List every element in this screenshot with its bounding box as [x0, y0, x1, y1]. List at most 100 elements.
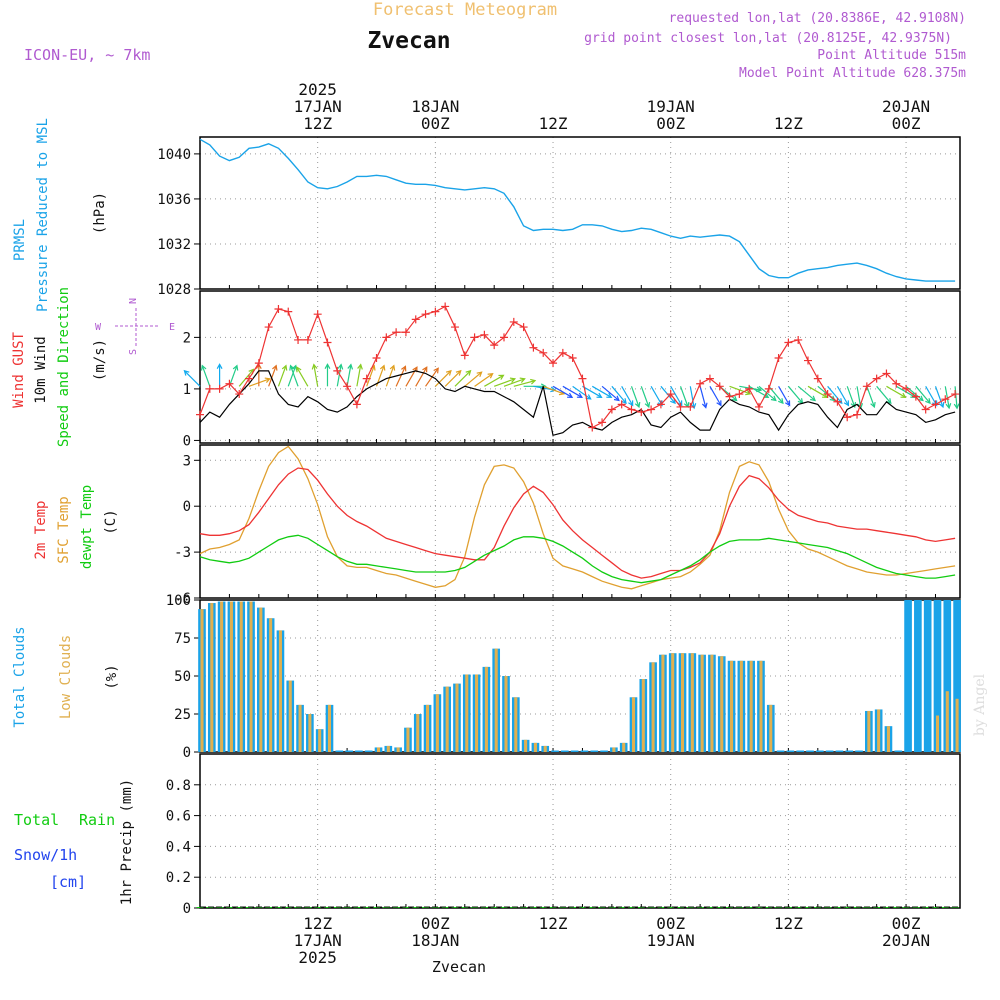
wind-arrow-icon — [311, 363, 319, 387]
wind-arrow-shaft — [836, 386, 849, 406]
wind-arrow-icon — [268, 364, 278, 387]
wind-arrow-head — [843, 400, 850, 407]
wind-arrow-shaft — [846, 386, 856, 408]
sfc-temp-line — [199, 445, 956, 590]
grid-point-coords: grid point closest lon,lat (20.8125E, 42… — [584, 31, 952, 46]
wind-arrow-head — [324, 363, 331, 369]
total-cloud-bar — [806, 750, 814, 752]
wind-arrow-head — [925, 398, 931, 405]
gust-marker — [735, 390, 744, 399]
wind-arrow-icon — [866, 386, 876, 409]
clouds-unit: (%) — [104, 664, 120, 689]
low-cloud-bar — [494, 648, 498, 752]
wind-arrow-icon — [356, 363, 363, 387]
wind-arrow-head — [183, 369, 190, 376]
wind-arrow-head — [745, 389, 752, 396]
gust-marker — [843, 413, 852, 422]
gust-marker — [892, 379, 901, 388]
wind-arrow-shaft — [287, 365, 297, 387]
wind-arrow-shaft — [346, 364, 352, 387]
wind-arrow-shaft — [601, 385, 620, 401]
wind-arrow-shaft — [268, 365, 277, 387]
wind-arrow-head — [289, 364, 295, 371]
wind-arrow-shaft — [238, 369, 254, 387]
app-title: Forecast Meteogram — [373, 0, 557, 20]
wind-arrow-shaft — [934, 386, 944, 408]
wind-arrow-icon — [454, 369, 472, 387]
wind-arrow-shaft — [739, 385, 762, 391]
wind-arrow-icon — [836, 386, 850, 407]
total-cloud-bar — [825, 750, 834, 752]
wind-arrow-icon — [296, 366, 309, 387]
wind-arrow-head — [613, 395, 620, 402]
time-tick-label: 20JAN — [882, 97, 930, 116]
time-tick-label: 19JAN — [647, 97, 695, 116]
wind-arrow-shaft — [572, 385, 592, 400]
wind-arrow-head — [634, 401, 641, 409]
wind-arrow-icon — [670, 386, 683, 407]
wind-arrow-head — [389, 364, 396, 371]
low-cloud-bar — [249, 601, 253, 752]
wind-arrow-icon — [385, 364, 396, 387]
precip-bar — [667, 907, 675, 908]
model-altitude: Model Point Altitude 628.375m — [739, 66, 966, 81]
low-cloud-bar — [239, 601, 243, 752]
snow-label: Snow/1h — [14, 846, 77, 864]
wind-arrow-shaft — [289, 365, 299, 387]
total-cloud-bar — [815, 750, 824, 752]
gust-marker — [215, 384, 224, 393]
low-cloud-bar — [524, 739, 528, 752]
time-tick-label: 18JAN — [411, 97, 459, 116]
total-cloud-bar — [855, 750, 863, 752]
wind-arrow-head — [585, 394, 592, 400]
wind-arrow-shaft — [650, 386, 663, 406]
low-cloud-bar — [435, 694, 439, 752]
low-cloud-bar — [465, 674, 469, 752]
low-cloud-bar — [543, 745, 547, 752]
y-tick-label: 25 — [174, 707, 191, 723]
rain-label: Rain — [79, 811, 115, 829]
low-cloud-bar — [661, 654, 665, 752]
gust-marker — [480, 330, 489, 339]
gust-marker — [460, 351, 469, 360]
gust-marker — [519, 323, 528, 332]
wind-arrow-shaft — [405, 366, 418, 387]
low-cloud-bar — [376, 747, 381, 752]
wind-arrow-shaft — [277, 365, 287, 387]
gust-marker — [529, 343, 538, 352]
gust-marker — [804, 356, 812, 365]
wind-arrow-icon — [434, 369, 452, 387]
wind-arrow-head — [701, 402, 708, 409]
time-tick-label: 12Z — [303, 114, 332, 133]
y-tick-label: 75 — [174, 631, 191, 647]
panel-clouds: 0 25 50 75 100 — [166, 593, 961, 761]
pressure-labels: PRMSL Pressure Reduced to MSL (hPa) — [12, 118, 108, 312]
wind-arrow-icon — [758, 385, 777, 402]
low-cloud-bar — [504, 676, 508, 752]
total-cloud-bar — [923, 600, 932, 752]
gust-marker — [705, 374, 714, 383]
precip-bar — [363, 907, 371, 908]
wind-arrow-shaft — [797, 385, 816, 401]
compass-north: N — [128, 298, 139, 304]
gust-marker — [490, 341, 499, 350]
wind-labels: Wind GUST 10m Wind Speed and Direction (… — [11, 287, 175, 447]
low-cloud-bar — [612, 747, 616, 752]
gust-marker — [411, 315, 420, 324]
precip-bar — [628, 907, 635, 908]
wind-arrow-icon — [552, 385, 574, 398]
y-tick-label: 0 — [183, 901, 191, 917]
gust-marker — [921, 405, 930, 414]
gust-marker — [911, 392, 920, 401]
total-cloud-bar — [835, 750, 844, 752]
total-cloud-bar — [845, 750, 854, 752]
wind-arrow-icon — [611, 385, 627, 405]
time-tick-label: 00Z — [656, 914, 685, 933]
gust-marker — [372, 353, 381, 362]
wind-arrow-icon — [289, 364, 299, 387]
wind-speed-line — [199, 370, 956, 437]
precip-bar — [794, 907, 802, 908]
wind-arrow-icon — [886, 385, 907, 398]
low-cloud-bar — [200, 609, 204, 752]
